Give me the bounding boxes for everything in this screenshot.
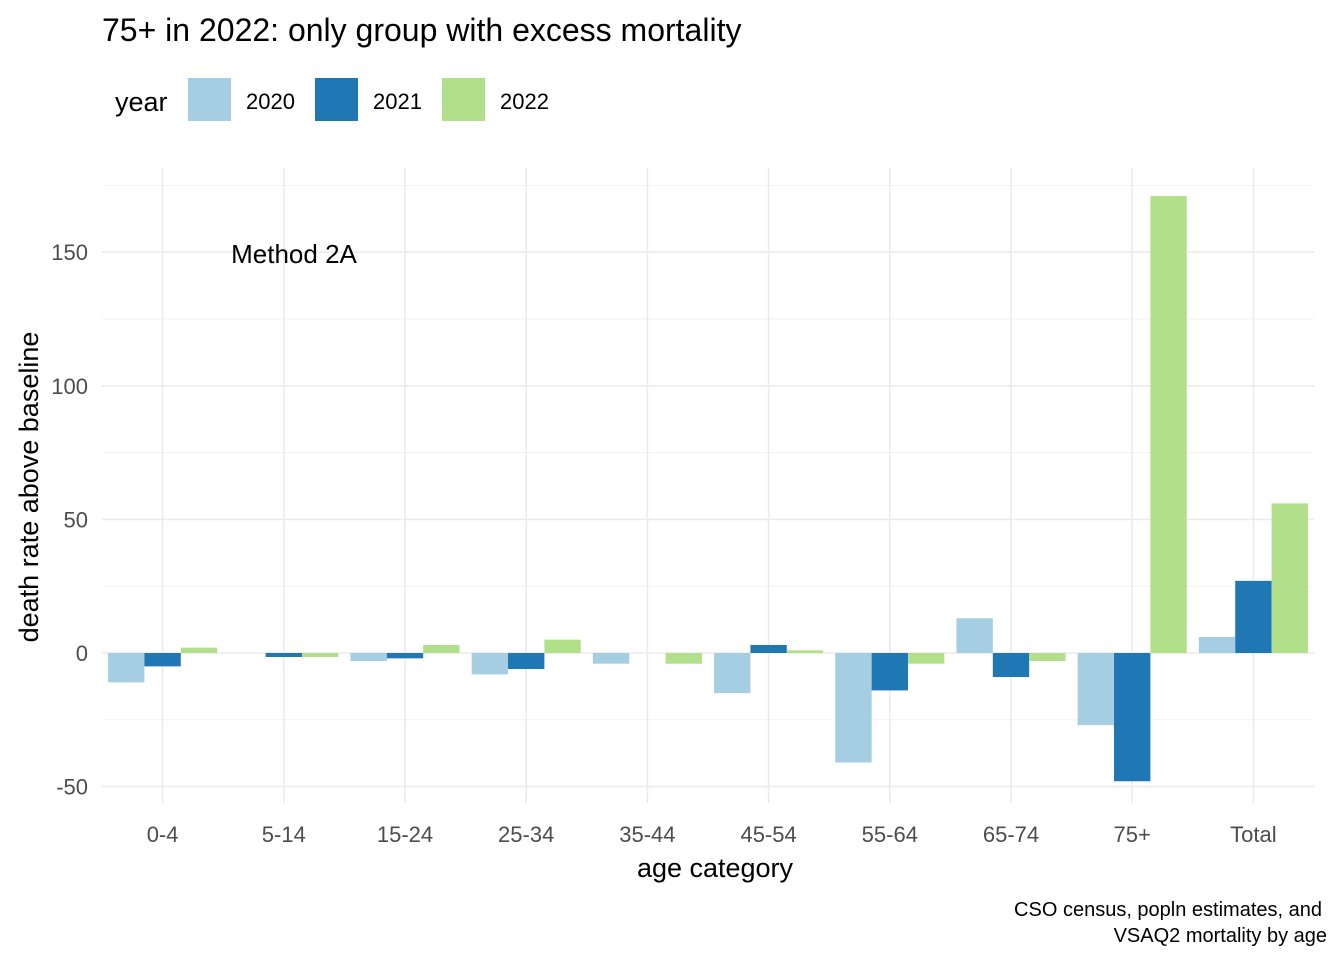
- bar-2020-45-54: [714, 653, 751, 694]
- bar-2020-35-44: [592, 653, 630, 664]
- y-tick-label: 100: [51, 374, 88, 399]
- x-tick-label: 45-54: [740, 822, 796, 847]
- chart-title: 75+ in 2022: only group with excess mort…: [102, 12, 741, 48]
- bar-2022-Total: [1271, 503, 1308, 653]
- y-tick-label: 0: [76, 641, 88, 666]
- x-tick-label: 75+: [1114, 822, 1151, 847]
- y-axis-ticks: -50 0 50 100 150: [51, 240, 88, 799]
- bar-2021-15-24: [386, 653, 424, 659]
- x-tick-label: 15-24: [377, 822, 433, 847]
- legend-key-2022: [442, 78, 485, 121]
- bar-2022-75+: [1150, 196, 1187, 653]
- legend-key-2020: [188, 78, 231, 121]
- x-tick-label: 25-34: [498, 822, 554, 847]
- x-tick-label: Total: [1230, 822, 1276, 847]
- x-axis-title: age category: [637, 853, 794, 883]
- bar-2022-15-24: [423, 644, 460, 653]
- legend-key-2021: [315, 78, 358, 121]
- legend-label-2022: 2022: [500, 89, 549, 114]
- method-annotation: Method 2A: [231, 239, 357, 269]
- bar-2020-75+: [1077, 653, 1115, 726]
- bar-2021-75+: [1114, 653, 1151, 782]
- y-tick-label: 50: [64, 507, 88, 532]
- x-tick-label: 5-14: [262, 822, 306, 847]
- bar-2020-15-24: [350, 653, 387, 662]
- x-axis-ticks: 0-4 5-14 15-24 25-34 35-44 45-54 55-64 65-74 75+…: [147, 822, 1277, 847]
- y-tick-label: 150: [51, 240, 88, 265]
- grid: [102, 168, 1314, 803]
- legend-title: year: [115, 87, 168, 117]
- y-axis-title: death rate above baseline: [14, 332, 44, 643]
- caption-line-1: CSO census, popln estimates, and: [1014, 899, 1322, 921]
- x-tick-label: 0-4: [147, 822, 179, 847]
- bar-2021-55-64: [871, 653, 908, 691]
- bar-2020-0-4: [108, 653, 145, 683]
- bar-2020-55-64: [835, 653, 872, 763]
- legend-label-2020: 2020: [246, 89, 295, 114]
- legend-label-2021: 2021: [373, 89, 422, 114]
- bar-2021-5-14: [265, 653, 302, 658]
- bar-2022-25-34: [544, 639, 581, 653]
- bar-2021-25-34: [508, 653, 545, 670]
- bars: [108, 196, 1308, 782]
- bar-2022-65-74: [1029, 653, 1066, 662]
- bar-2022-0-4: [180, 647, 218, 653]
- legend: 2020 2021 2022: [188, 78, 549, 121]
- bar-2022-45-54: [786, 650, 824, 653]
- bar-2021-45-54: [750, 644, 787, 653]
- bar-2021-Total: [1235, 580, 1272, 653]
- caption-line-2: VSAQ2 mortality by age: [1114, 925, 1327, 947]
- bar-2020-65-74: [956, 618, 993, 653]
- y-tick-label: -50: [56, 775, 88, 800]
- x-tick-label: 65-74: [983, 822, 1039, 847]
- bar-2021-0-4: [144, 653, 181, 667]
- x-tick-label: 35-44: [619, 822, 675, 847]
- bar-2020-25-34: [471, 653, 509, 675]
- bar-2020-Total: [1198, 636, 1236, 653]
- x-tick-label: 55-64: [862, 822, 918, 847]
- bar-2022-35-44: [665, 653, 702, 664]
- bar-2022-5-14: [301, 653, 339, 658]
- bar-2021-65-74: [992, 653, 1030, 678]
- bar-2022-55-64: [907, 653, 945, 664]
